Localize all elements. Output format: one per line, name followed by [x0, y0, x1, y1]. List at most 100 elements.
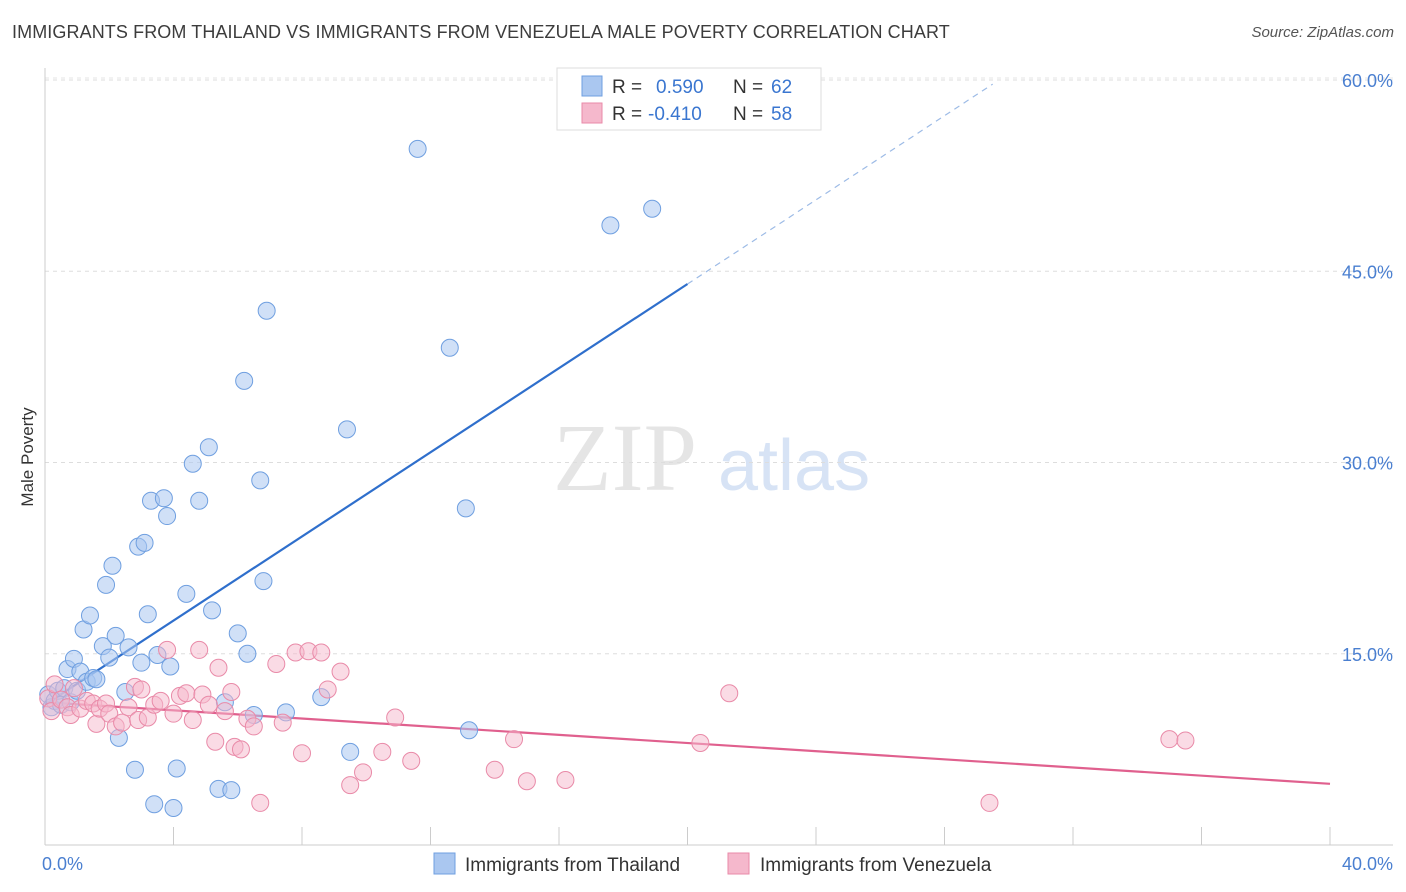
- trend-thailand-extension: [687, 83, 994, 285]
- point-thailand-18: [100, 648, 119, 667]
- legend-r-value-venezuela: -0.410: [648, 104, 702, 125]
- bottom-legend-label-venezuela: Immigrants from Venezuela: [760, 855, 992, 876]
- point-thailand-57: [440, 338, 459, 357]
- point-thailand-47: [238, 644, 257, 663]
- x-tick-label-min: 0.0%: [42, 854, 83, 874]
- point-venezuela-60: [1160, 730, 1179, 749]
- point-venezuela-19: [132, 680, 151, 699]
- point-thailand-27: [132, 653, 151, 672]
- trend-line-thailand: [44, 83, 994, 706]
- correlation-legend: R = 0.590 N = 62 R = -0.410 N = 58: [556, 67, 822, 131]
- point-thailand-20: [106, 626, 125, 645]
- point-thailand-51: [257, 301, 276, 320]
- point-venezuela-26: [177, 684, 196, 703]
- point-venezuela-56: [556, 770, 575, 789]
- point-thailand-15: [87, 670, 106, 689]
- point-venezuela-46: [318, 680, 337, 699]
- series-thailand-points: [39, 139, 662, 818]
- y-tick-label-1: 30.0%: [1342, 454, 1393, 474]
- point-thailand-33: [158, 507, 177, 526]
- y-tick-label-0: 15.0%: [1342, 645, 1393, 665]
- point-venezuela-30: [199, 695, 218, 714]
- bottom-legend-swatch-thailand: [433, 852, 456, 875]
- point-venezuela-6: [64, 679, 83, 698]
- point-venezuela-40: [267, 654, 286, 673]
- point-thailand-40: [199, 438, 218, 457]
- point-thailand-32: [154, 489, 173, 508]
- source-label: Source: ZipAtlas.com: [1251, 24, 1394, 41]
- watermark-zip: ZIP: [553, 404, 697, 511]
- point-venezuela-59: [980, 793, 999, 812]
- point-venezuela-16: [119, 698, 138, 717]
- chart-title: IMMIGRANTS FROM THAILAND VS IMMIGRANTS F…: [12, 22, 950, 42]
- point-venezuela-36: [231, 740, 250, 759]
- y-tick-label-3: 60.0%: [1342, 71, 1393, 91]
- bottom-legend-label-thailand: Immigrants from Thailand: [465, 855, 680, 876]
- point-thailand-58: [456, 499, 475, 518]
- legend-n-label-thailand: N =: [733, 77, 763, 98]
- point-venezuela-50: [373, 742, 392, 761]
- point-thailand-30: [145, 795, 164, 814]
- legend-swatch-venezuela: [581, 102, 603, 124]
- point-venezuela-15: [113, 713, 132, 732]
- point-venezuela-51: [386, 708, 405, 727]
- point-thailand-28: [138, 605, 157, 624]
- point-venezuela-31: [206, 732, 225, 751]
- point-venezuela-45: [312, 643, 331, 662]
- point-thailand-59: [460, 721, 479, 740]
- point-venezuela-43: [293, 744, 311, 763]
- point-thailand-35: [164, 799, 183, 818]
- point-venezuela-22: [151, 691, 170, 710]
- point-thailand-17: [97, 575, 116, 594]
- legend-r-value-thailand: 0.590: [656, 77, 704, 98]
- point-thailand-22: [119, 638, 138, 657]
- legend-r-label-thailand: R =: [612, 77, 642, 98]
- point-venezuela-32: [209, 658, 228, 677]
- point-thailand-39: [190, 491, 209, 510]
- point-thailand-60: [601, 216, 620, 235]
- point-venezuela-34: [222, 683, 241, 701]
- point-thailand-54: [337, 420, 356, 439]
- legend-r-label-venezuela: R =: [612, 104, 642, 125]
- point-thailand-24: [125, 760, 144, 779]
- point-thailand-34: [161, 657, 180, 676]
- point-venezuela-33: [215, 702, 234, 721]
- point-thailand-49: [251, 471, 270, 490]
- point-venezuela-24: [164, 704, 183, 723]
- point-thailand-37: [177, 584, 196, 603]
- point-thailand-61: [643, 199, 662, 218]
- point-thailand-50: [254, 572, 273, 591]
- grid-lines: [45, 77, 1393, 655]
- point-venezuela-2: [45, 675, 64, 694]
- point-venezuela-57: [691, 734, 710, 752]
- legend-n-label-venezuela: N =: [733, 104, 763, 125]
- y-tick-labels: 15.0% 30.0% 45.0% 60.0%: [1342, 71, 1393, 665]
- legend-n-value-venezuela: 58: [771, 104, 792, 125]
- point-venezuela-58: [720, 684, 739, 703]
- point-venezuela-48: [341, 776, 360, 795]
- point-venezuela-61: [1176, 731, 1195, 750]
- point-thailand-55: [341, 742, 360, 761]
- point-thailand-26: [135, 533, 154, 552]
- series-venezuela-points: [39, 640, 1195, 812]
- bottom-legend-swatch-venezuela: [727, 852, 750, 875]
- point-venezuela-38: [244, 717, 263, 736]
- point-venezuela-47: [331, 662, 350, 681]
- point-venezuela-41: [273, 713, 292, 732]
- point-venezuela-28: [190, 640, 209, 659]
- point-thailand-44: [222, 781, 241, 800]
- point-venezuela-39: [251, 793, 270, 812]
- legend-swatch-thailand: [581, 75, 603, 97]
- point-thailand-38: [183, 454, 202, 473]
- point-venezuela-53: [485, 760, 504, 779]
- point-thailand-56: [408, 139, 427, 158]
- trend-thailand-solid: [44, 283, 689, 706]
- point-venezuela-52: [402, 751, 421, 770]
- watermark-atlas: atlas: [718, 426, 870, 506]
- series-legend: Immigrants from Thailand Immigrants from…: [433, 852, 992, 876]
- point-venezuela-27: [183, 711, 202, 730]
- legend-n-value-thailand: 62: [771, 77, 792, 98]
- point-thailand-36: [167, 759, 186, 778]
- point-venezuela-49: [354, 763, 373, 782]
